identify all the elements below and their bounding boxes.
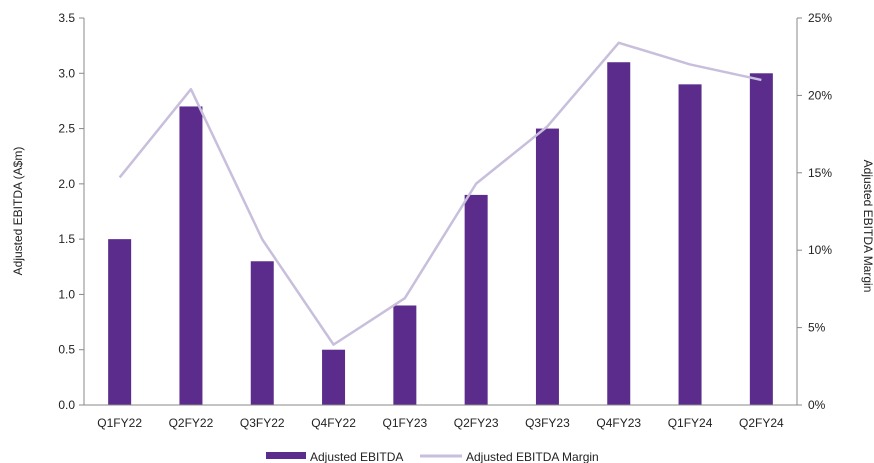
left-axis-ticks: 0.0 0.5 1.0 1.5 2.0 2.5 3.0 3.5 bbox=[58, 11, 84, 412]
bar bbox=[678, 84, 702, 405]
line-series bbox=[118, 41, 762, 346]
margin-line bbox=[118, 41, 762, 346]
bar bbox=[250, 261, 274, 405]
x-tick-label: Q1FY23 bbox=[382, 416, 427, 430]
bar bbox=[749, 73, 773, 406]
y2-tick-label: 5% bbox=[808, 321, 826, 335]
bar bbox=[179, 106, 203, 405]
y-tick-label: 2.0 bbox=[58, 177, 75, 191]
y-axis-title: Adjusted EBITDA (A$m) bbox=[11, 147, 25, 276]
x-tick-label: Q4FY22 bbox=[311, 416, 356, 430]
right-axis-ticks: 0% 5% 10% 15% 20% 25% bbox=[797, 11, 832, 412]
y-tick-label: 1.0 bbox=[58, 287, 75, 301]
x-tick-label: Q2FY22 bbox=[169, 416, 214, 430]
y2-axis-title: Adjusted EBITDA Margin bbox=[861, 160, 874, 293]
legend-label-bar: Adjusted EBITDA bbox=[310, 450, 403, 463]
bar bbox=[464, 194, 488, 405]
y-tick-label: 1.5 bbox=[58, 232, 75, 246]
x-tick-label: Q3FY22 bbox=[240, 416, 285, 430]
x-tick-label: Q2FY23 bbox=[454, 416, 499, 430]
legend-swatch-bar bbox=[266, 452, 306, 459]
x-tick-label: Q1FY24 bbox=[668, 416, 713, 430]
x-axis-ticks: Q1FY22 Q2FY22 Q3FY22 Q4FY22 Q1FY23 Q2FY23 Q3FY… bbox=[97, 416, 784, 430]
y-tick-label: 3.0 bbox=[58, 66, 75, 80]
x-tick-label: Q1FY22 bbox=[97, 416, 142, 430]
y-tick-label: 0.5 bbox=[58, 343, 75, 357]
y2-tick-label: 20% bbox=[808, 88, 832, 102]
bar bbox=[393, 305, 417, 405]
legend-label-line: Adjusted EBITDA Margin bbox=[466, 450, 599, 463]
y2-tick-label: 10% bbox=[808, 243, 832, 257]
y2-tick-label: 0% bbox=[808, 398, 826, 412]
y-tick-label: 2.5 bbox=[58, 122, 75, 136]
bar bbox=[607, 62, 631, 405]
x-tick-label: Q4FY23 bbox=[596, 416, 641, 430]
x-tick-label: Q3FY23 bbox=[525, 416, 570, 430]
y-tick-label: 0.0 bbox=[58, 398, 75, 412]
y2-tick-label: 15% bbox=[808, 166, 832, 180]
bar bbox=[322, 349, 346, 405]
legend: Adjusted EBITDA Adjusted EBITDA Margin bbox=[266, 450, 599, 463]
bar bbox=[108, 239, 132, 405]
y2-tick-label: 25% bbox=[808, 11, 832, 25]
bar-series bbox=[108, 62, 773, 406]
bar bbox=[535, 128, 559, 406]
x-tick-label: Q2FY24 bbox=[739, 416, 784, 430]
y-tick-label: 3.5 bbox=[58, 11, 75, 25]
